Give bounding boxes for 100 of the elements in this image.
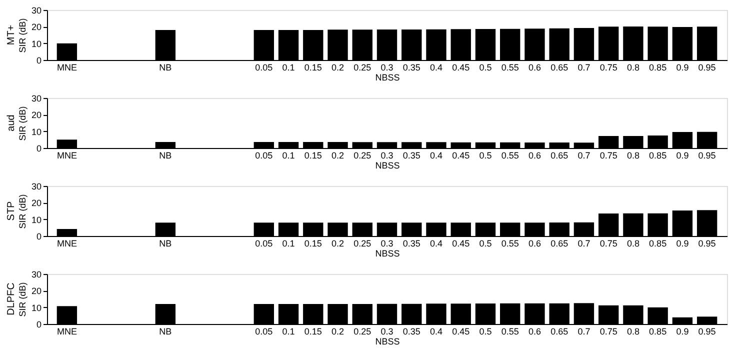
x-tick-label: 0.65: [550, 326, 568, 336]
y-tick-label: 0: [36, 144, 42, 154]
x-tick-label: 0.5: [479, 326, 492, 336]
y-tick-label: 20: [31, 22, 42, 32]
x-tick-label: 0.8: [626, 238, 640, 248]
y-axis-title: SIR (dB): [17, 106, 28, 141]
x-tick-label: 0.85: [649, 150, 667, 160]
x-tick-label: 0.45: [452, 238, 470, 248]
x-tick-label: 0.15: [304, 238, 322, 248]
x-tick-label: 0.85: [649, 238, 667, 248]
y-tick-label: 10: [31, 214, 42, 225]
x-tick-label: 0.35: [402, 62, 420, 72]
x-tick-label: NB: [159, 150, 172, 160]
y-tick-label: 10: [31, 126, 42, 137]
text: aud: [6, 114, 17, 132]
x-tick-label: 0.85: [649, 326, 667, 336]
x-tick-label: 0.9: [676, 62, 689, 72]
y-tick-label: 0: [36, 320, 42, 330]
x-tick-label: 0.45: [452, 150, 470, 160]
x-tick-label: NB: [159, 62, 172, 72]
x-tick-label: 0.55: [501, 238, 519, 248]
x-tick-label: 0.25: [354, 62, 372, 72]
x-tick-label: 0.75: [600, 62, 618, 72]
x-tick-label: 0.05: [255, 238, 273, 248]
x-axis-title: NBSS: [375, 336, 400, 346]
y-tick-label: 30: [31, 182, 42, 192]
x-tick-label: 0.75: [600, 150, 618, 160]
x-tick-label: 0.15: [304, 62, 322, 72]
x-tick-label: 0.75: [600, 326, 618, 336]
x-tick-label: 0.65: [550, 238, 568, 248]
x-tick-label: 0.3: [380, 326, 394, 336]
x-tick-label: MNE: [56, 238, 77, 248]
y-tick-label: 0: [36, 232, 42, 242]
x-tick-label: 0.8: [626, 150, 640, 160]
x-axis-title: NBSS: [375, 72, 400, 82]
x-tick-label: 0.95: [698, 326, 716, 336]
x-tick-label: 0.9: [676, 150, 689, 160]
x-tick-label: 0.2: [332, 150, 344, 160]
y-tick-label: 30: [31, 94, 42, 104]
y-tick-label: 20: [31, 198, 42, 208]
x-tick-label: 0.9: [676, 326, 689, 336]
x-axis-title: NBSS: [375, 248, 400, 258]
x-tick-label: 0.95: [698, 62, 716, 72]
y-tick-label: 30: [31, 6, 42, 16]
x-tick-label: 0.6: [528, 326, 541, 336]
x-tick-label: MNE: [56, 62, 77, 72]
x-tick-label: 0.8: [626, 326, 640, 336]
x-tick-label: 0.2: [332, 238, 344, 248]
x-tick-label: 0.4: [430, 62, 442, 72]
x-tick-label: 0.45: [452, 326, 470, 336]
x-tick-label: 0.2: [332, 326, 344, 336]
y-tick-label: 20: [31, 286, 42, 296]
y-tick-label: 30: [31, 270, 42, 280]
x-tick-label: 0.35: [402, 150, 420, 160]
x-tick-label: 0.6: [528, 62, 541, 72]
x-tick-label: 0.9: [676, 238, 689, 248]
text: DLPFC: [6, 282, 17, 316]
x-tick-label: 0.25: [354, 238, 372, 248]
x-tick-label: 0.3: [380, 238, 394, 248]
y-tick-label: 10: [31, 302, 42, 313]
x-tick-label: 0.35: [402, 326, 420, 336]
x-tick-label: 0.5: [479, 150, 492, 160]
x-tick-label: 0.7: [578, 238, 590, 248]
y-axis-title: SIR (dB): [17, 194, 28, 229]
x-tick-label: 0.5: [479, 238, 492, 248]
x-tick-label: 0.1: [282, 150, 295, 160]
x-tick-label: 0.7: [578, 326, 590, 336]
x-tick-label: 0.6: [528, 150, 541, 160]
x-tick-label: 0.5: [479, 62, 492, 72]
x-tick-label: 0.65: [550, 62, 568, 72]
x-tick-label: NB: [159, 238, 172, 248]
x-tick-label: 0.55: [501, 150, 519, 160]
text: STP: [6, 200, 17, 221]
x-tick-label: MNE: [56, 150, 77, 160]
x-tick-label: 0.3: [380, 150, 394, 160]
x-tick-label: 0.15: [304, 326, 322, 336]
x-tick-label: MNE: [56, 326, 77, 336]
x-tick-label: 0.55: [501, 326, 519, 336]
y-tick-label: 0: [36, 56, 42, 66]
x-tick-label: 0.05: [255, 326, 273, 336]
x-tick-label: 0.7: [578, 62, 590, 72]
x-tick-label: 0.05: [255, 62, 273, 72]
x-tick-label: 0.7: [578, 150, 590, 160]
x-tick-label: 0.2: [332, 62, 344, 72]
x-tick-label: 0.15: [304, 150, 322, 160]
x-tick-label: 0.85: [649, 62, 667, 72]
x-tick-label: 0.25: [354, 150, 372, 160]
x-tick-label: 0.25: [354, 326, 372, 336]
x-tick-label: 0.8: [626, 62, 640, 72]
x-tick-label: 0.95: [698, 150, 716, 160]
x-axis-title: NBSS: [375, 160, 400, 170]
x-tick-label: 0.3: [380, 62, 394, 72]
x-tick-label: 0.4: [430, 326, 442, 336]
x-tick-label: 0.1: [282, 62, 295, 72]
y-axis-title: SIR (dB): [17, 18, 28, 53]
x-tick-label: 0.65: [550, 150, 568, 160]
x-tick-label: 0.4: [430, 150, 442, 160]
y-tick-label: 20: [31, 110, 42, 120]
x-tick-label: 0.1: [282, 238, 295, 248]
x-tick-label: 0.05: [255, 150, 273, 160]
